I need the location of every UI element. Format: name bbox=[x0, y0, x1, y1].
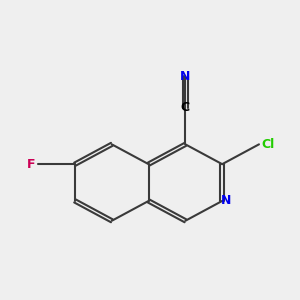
Text: N: N bbox=[221, 194, 232, 208]
Text: N: N bbox=[180, 70, 190, 83]
Text: C: C bbox=[181, 101, 190, 114]
Text: F: F bbox=[27, 158, 35, 171]
Text: Cl: Cl bbox=[262, 138, 275, 151]
